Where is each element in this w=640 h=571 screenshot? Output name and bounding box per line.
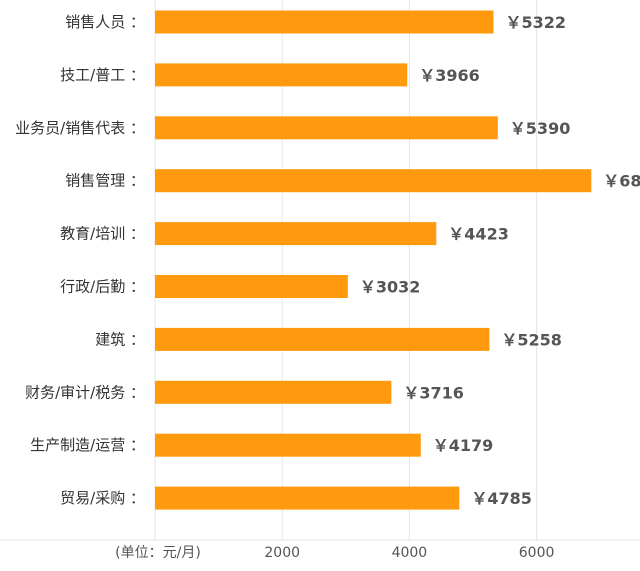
bar[interactable] bbox=[155, 63, 408, 87]
bar[interactable] bbox=[155, 380, 392, 404]
category-label: 建筑 ： bbox=[95, 330, 145, 348]
bar[interactable] bbox=[155, 10, 494, 34]
category-label: 业务员/销售代表 ： bbox=[15, 119, 145, 137]
bar[interactable] bbox=[155, 327, 490, 351]
category-label: 生产制造/运营 ： bbox=[30, 436, 145, 454]
data-label: ￥5390 bbox=[510, 119, 571, 138]
unit-label: (单位：元/月) bbox=[115, 545, 201, 561]
data-label: ￥3966 bbox=[419, 66, 480, 85]
data-label: ￥3032 bbox=[360, 278, 421, 297]
bar[interactable] bbox=[155, 169, 592, 193]
category-label: 贸易/采购 ： bbox=[60, 489, 145, 507]
bar[interactable] bbox=[155, 486, 460, 510]
bar[interactable] bbox=[155, 275, 348, 298]
x-tick-label: 6000 bbox=[519, 545, 555, 561]
bar[interactable] bbox=[155, 222, 437, 246]
data-label: ￥4423 bbox=[448, 225, 509, 244]
category-label: 技工/普工 ： bbox=[60, 66, 145, 84]
category-label: 行政/后勤 ： bbox=[60, 278, 145, 296]
data-label: ￥4785 bbox=[471, 489, 532, 508]
data-label: ￥5322 bbox=[505, 13, 566, 32]
category-label: 销售管理 ： bbox=[65, 172, 145, 190]
category-label: 教育/培训 ： bbox=[60, 225, 145, 243]
data-label: ￥4179 bbox=[433, 436, 494, 455]
bar[interactable] bbox=[155, 116, 498, 140]
data-label: ￥6860 bbox=[603, 172, 640, 191]
data-label: ￥5258 bbox=[501, 330, 562, 349]
category-label: 销售人员 ： bbox=[65, 13, 145, 31]
bar[interactable] bbox=[155, 433, 421, 457]
category-label: 财务/审计/税务 ： bbox=[25, 383, 145, 401]
x-tick-label: 2000 bbox=[264, 545, 300, 561]
x-tick-label: 4000 bbox=[392, 545, 428, 561]
data-label: ￥3716 bbox=[403, 383, 464, 402]
